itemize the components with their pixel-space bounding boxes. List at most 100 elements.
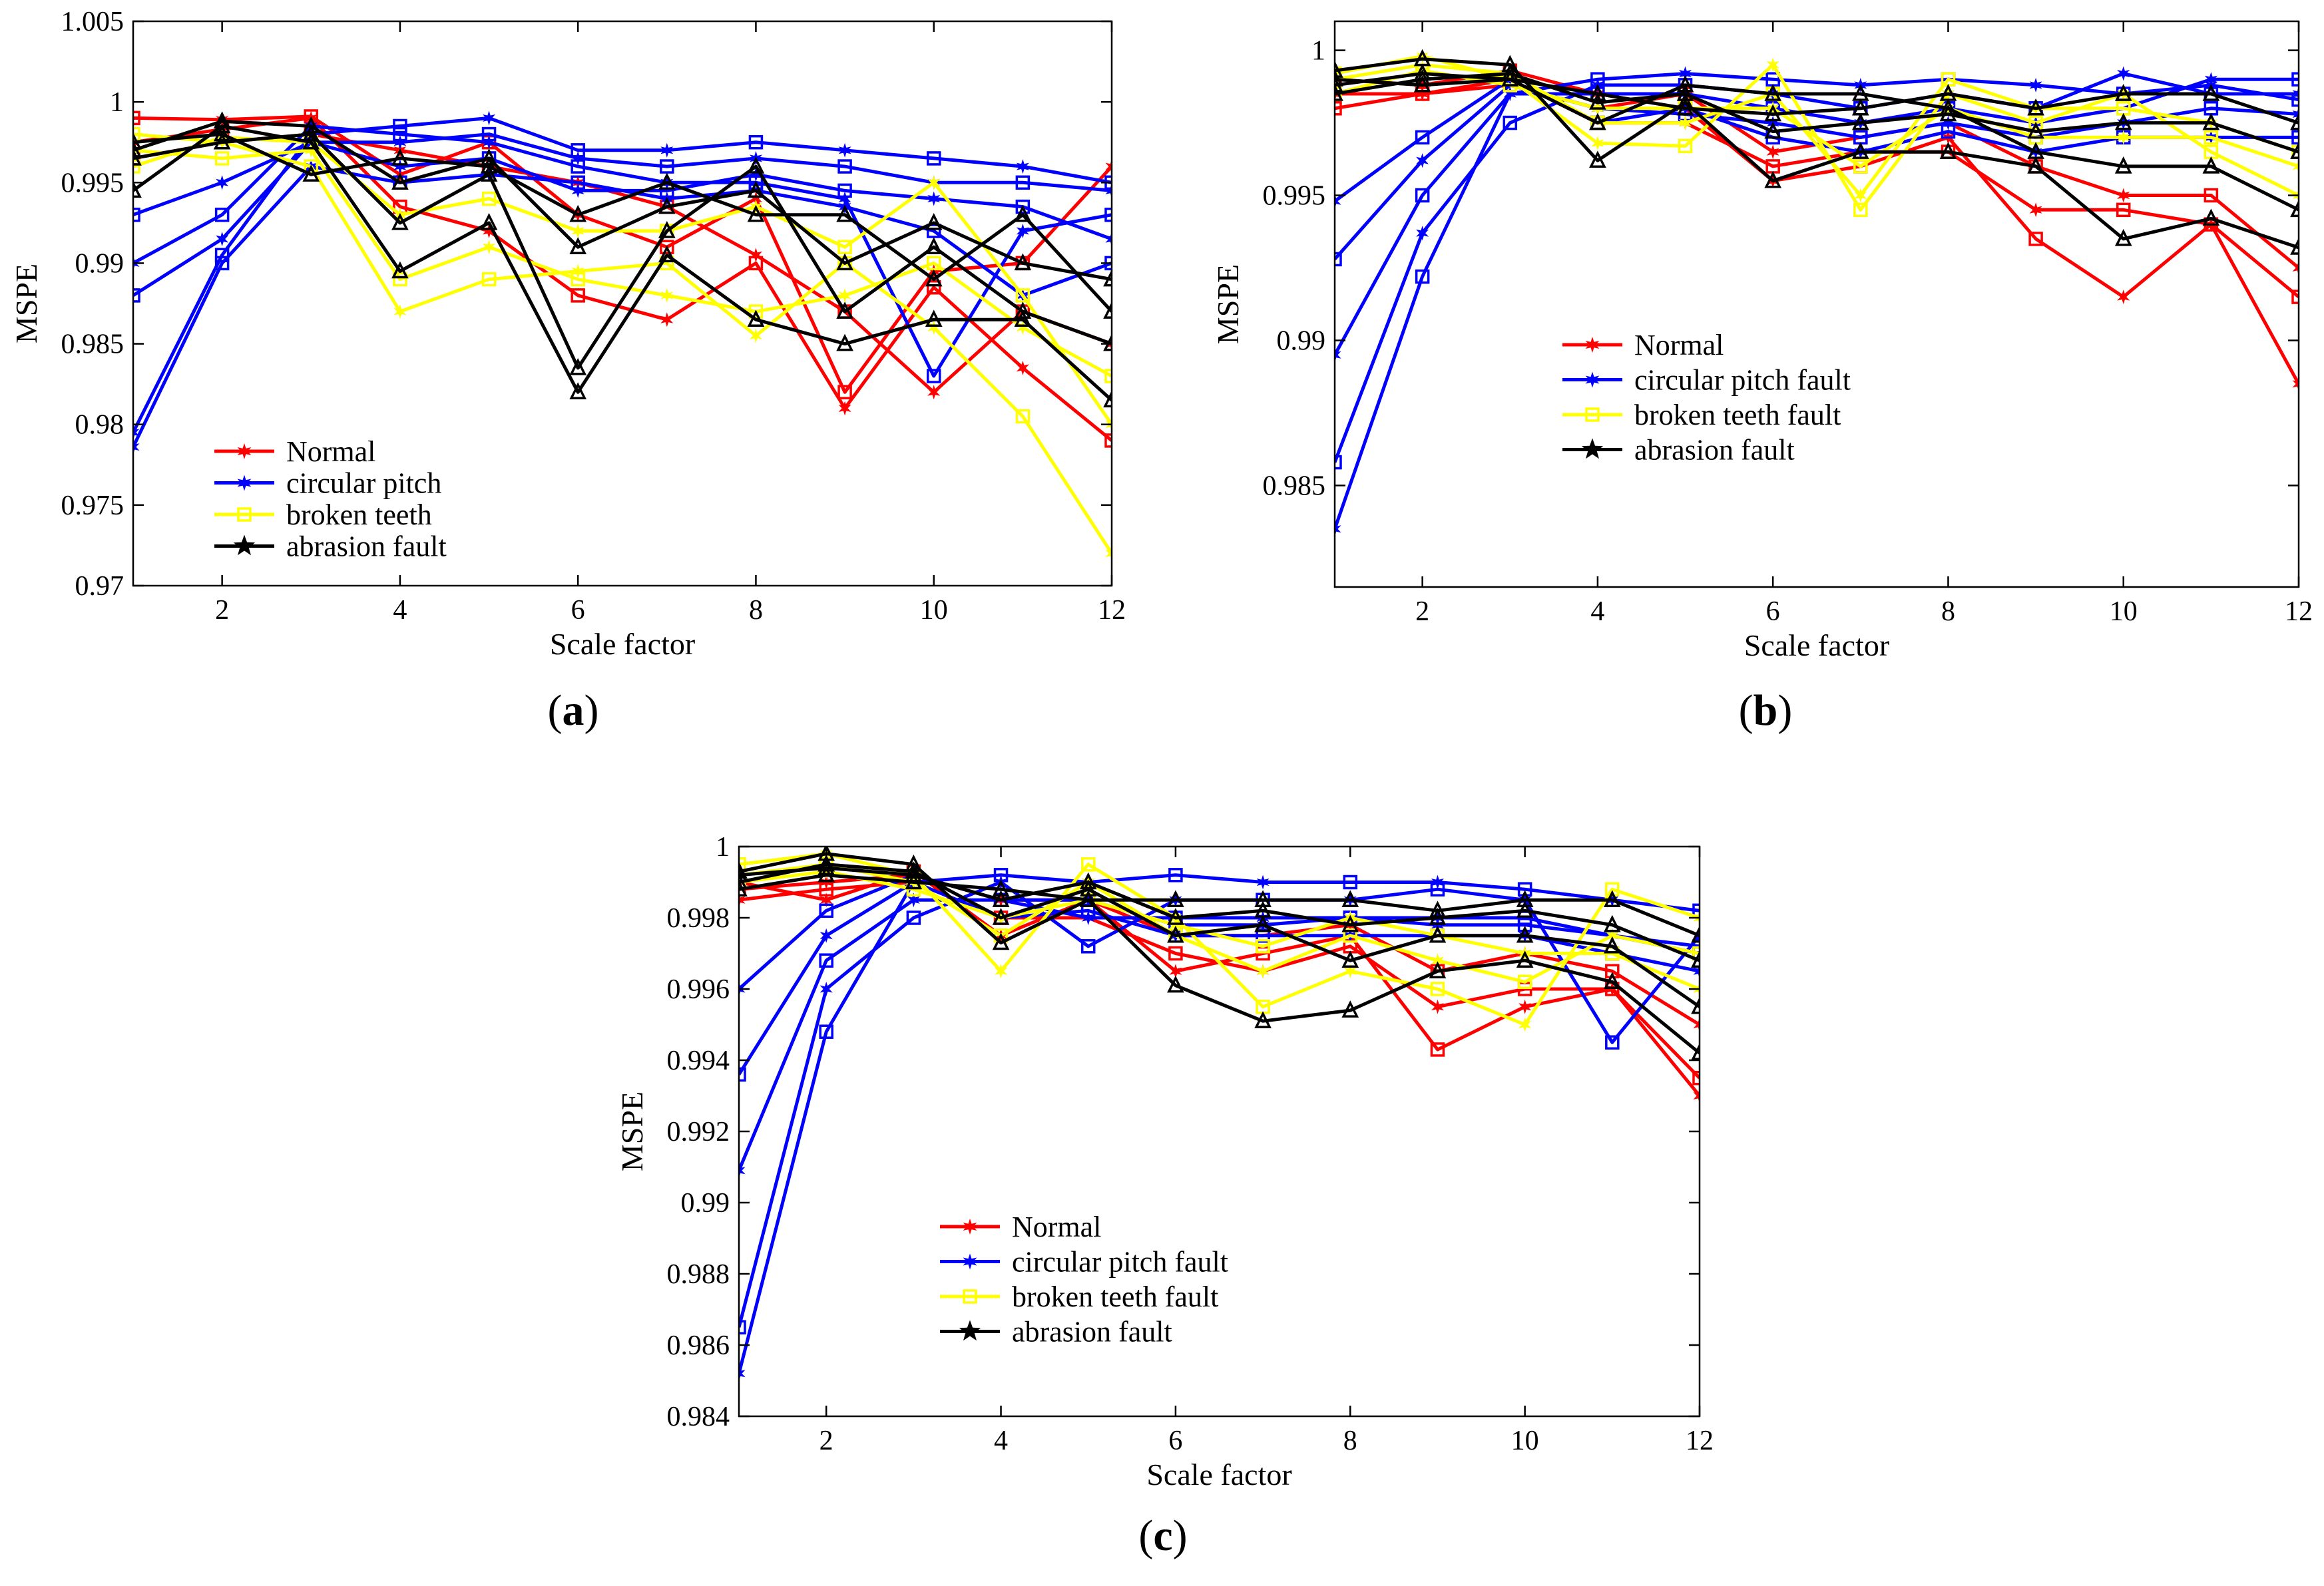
data-point — [571, 264, 584, 279]
series-line-abrasion-12 — [1335, 72, 2299, 212]
data-point — [992, 908, 1010, 925]
series-line-abrasion-13 — [1335, 72, 2299, 154]
data-point — [1605, 964, 1620, 978]
data-point — [660, 159, 674, 174]
data-point — [571, 150, 584, 166]
data-point — [481, 272, 497, 287]
data-point — [2028, 232, 2043, 246]
data-point — [1016, 224, 1029, 238]
data-point — [739, 1366, 746, 1381]
data-point — [1691, 996, 1700, 1014]
data-point — [1335, 194, 1341, 209]
data-point — [1589, 93, 1606, 110]
data-point — [927, 175, 941, 190]
data-point — [2114, 156, 2132, 174]
data-point — [480, 212, 498, 230]
data-point — [1517, 917, 1532, 932]
data-point — [817, 854, 835, 872]
data-point — [1167, 890, 1184, 907]
data-point — [1080, 939, 1096, 954]
data-point — [1416, 153, 1429, 168]
data-point — [819, 1024, 833, 1039]
series-group — [739, 847, 1700, 1381]
data-point — [1168, 946, 1183, 961]
data-point — [1693, 964, 1700, 979]
data-point — [391, 261, 409, 279]
series-line-circular-4 — [133, 132, 1112, 297]
data-point — [2292, 376, 2299, 391]
data-point — [658, 196, 676, 214]
data-point — [133, 288, 140, 303]
data-point — [749, 167, 762, 182]
data-point — [1254, 890, 1272, 907]
data-point — [483, 134, 496, 150]
data-point — [1105, 232, 1112, 247]
data-point — [925, 269, 943, 287]
series-line-broken-8 — [133, 132, 1112, 554]
series-line-abrasion-14 — [1335, 77, 2299, 124]
data-point — [391, 148, 409, 166]
data-point — [1941, 124, 1956, 139]
data-point — [480, 164, 498, 182]
data-point — [1851, 112, 1869, 130]
data-point — [483, 240, 496, 255]
data-point — [1939, 84, 1957, 101]
data-point — [1516, 890, 1534, 907]
data-point — [1516, 925, 1534, 943]
x-tick-label: 12 — [1686, 1426, 1714, 1456]
data-point — [1105, 159, 1112, 174]
data-point — [2292, 106, 2299, 122]
panel-label-c-letter: c — [1153, 1511, 1173, 1560]
series-line-abrasion-11 — [1335, 57, 2299, 250]
data-point — [1335, 347, 1341, 363]
data-point — [1103, 269, 1112, 287]
data-point — [660, 288, 674, 303]
x-tick-label: 10 — [1511, 1426, 1539, 1456]
panel-label-b-letter: b — [1753, 686, 1778, 735]
data-point — [837, 183, 852, 198]
y-tick-label: 0.995 — [1263, 181, 1326, 212]
x-tick-label: 12 — [2285, 596, 2313, 627]
chart-panel-b: 2 4 6 8 10 12 0.985 0.99 0.995 1 Scale factor MSPE N… — [1211, 20, 2313, 662]
data-point — [747, 180, 765, 198]
data-point — [927, 320, 941, 335]
data-point — [571, 272, 585, 287]
y-axis-label: MSPE — [615, 1091, 649, 1171]
data-point — [1431, 999, 1444, 1014]
data-point — [1939, 142, 1957, 159]
data-point — [992, 879, 1010, 896]
data-point — [1693, 1017, 1700, 1032]
series-line-broken-10 — [739, 870, 1700, 991]
legend-marker-abrasion — [233, 534, 256, 556]
data-point — [2117, 188, 2130, 203]
data-point — [2114, 112, 2132, 130]
data-point — [302, 116, 320, 134]
y-tick-label: 0.986 — [667, 1330, 730, 1361]
data-point — [2117, 66, 2130, 81]
data-point — [749, 191, 762, 206]
x-tick-label: 2 — [1415, 596, 1429, 627]
data-point — [393, 272, 407, 287]
data-point — [905, 861, 923, 879]
data-point — [1516, 950, 1534, 968]
data-point — [747, 309, 765, 327]
data-point — [2028, 115, 2043, 130]
data-point — [1430, 1042, 1445, 1057]
data-point — [1167, 975, 1184, 993]
y-tick-label: 0.984 — [667, 1402, 730, 1432]
x-tick-label: 2 — [215, 595, 229, 626]
data-point — [2117, 290, 2130, 305]
data-point — [2029, 77, 2042, 93]
data-point — [1343, 928, 1358, 943]
panel-label-c: (c) — [1138, 1511, 1188, 1560]
data-point — [925, 309, 943, 327]
data-point — [1766, 144, 1779, 160]
data-point — [480, 148, 498, 166]
y-tick-label: 0.995 — [61, 168, 124, 198]
data-point — [1430, 982, 1445, 996]
series-line-abrasion-12 — [133, 132, 1112, 370]
data-point — [1413, 75, 1431, 93]
data-point — [836, 333, 853, 351]
